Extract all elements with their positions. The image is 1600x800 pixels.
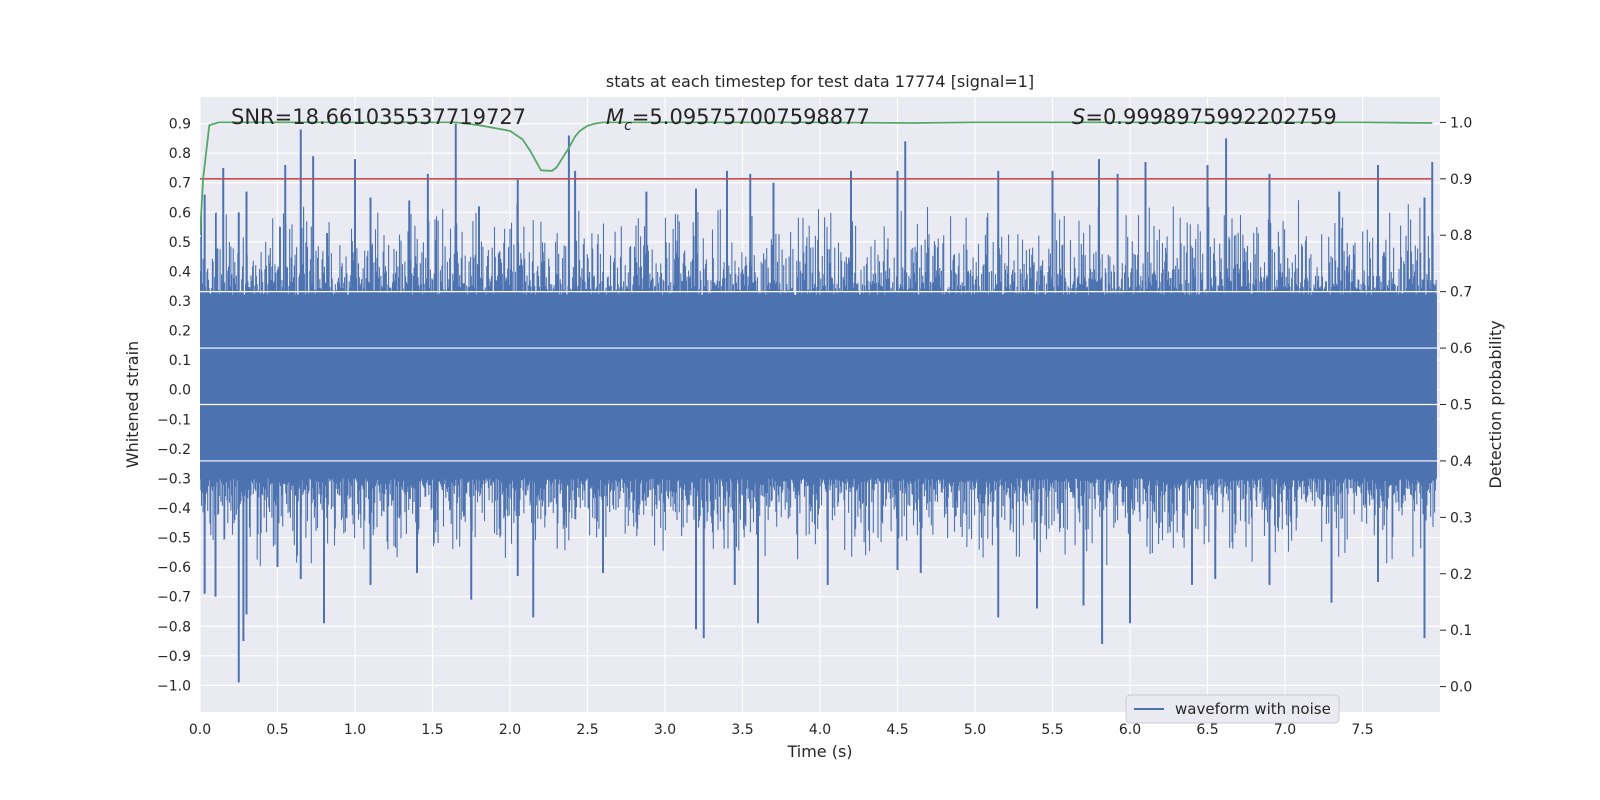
legend-box	[1125, 694, 1340, 724]
x-tick-label: 4.5	[886, 722, 908, 738]
x-tick-label: 4.0	[809, 722, 831, 738]
y-left-tick-label: −0.4	[157, 501, 191, 517]
s-annotation: S=0.9998975992202759	[1072, 105, 1337, 129]
x-tick-label: 0.0	[189, 722, 211, 738]
x-tick-label: 0.5	[266, 722, 288, 738]
y-right-tick-label: 0.8	[1450, 228, 1472, 244]
y-right-axis-label: Detection probability	[1486, 320, 1505, 488]
y-right-axis-ticks: 1.0 0.9 0.8 0.7 0.6 0.5 0.4 0.3 0.2 0.1 0.0	[1440, 115, 1472, 696]
mc-value: =5.095757007598877	[632, 105, 870, 129]
x-tick-label: 6.5	[1196, 722, 1218, 738]
y-right-tick-label: 0.9	[1450, 172, 1472, 188]
series-layer	[200, 121, 1440, 683]
mc-subscript: c	[624, 118, 632, 134]
y-left-tick-label: 0.8	[169, 146, 191, 162]
y-left-tick-label: −0.1	[157, 412, 191, 428]
y-right-tick-label: 0.0	[1450, 680, 1472, 696]
y-left-tick-label: −0.8	[157, 619, 191, 635]
x-axis-label: Time (s)	[786, 742, 852, 761]
y-left-tick-label: 0.1	[169, 353, 191, 369]
x-tick-label: 1.5	[421, 722, 443, 738]
y-left-tick-label: −0.7	[157, 590, 191, 606]
chart-title: stats at each timestep for test data 177…	[606, 72, 1034, 91]
y-left-tick-label: −0.5	[157, 531, 191, 547]
y-right-tick-label: 0.6	[1450, 341, 1472, 357]
s-value: =0.9998975992202759	[1085, 105, 1336, 129]
y-left-tick-label: 0.6	[169, 205, 191, 221]
y-right-tick-label: 0.2	[1450, 567, 1472, 583]
x-tick-label: 7.0	[1274, 722, 1296, 738]
y-left-axis-label: Whitened strain	[123, 341, 142, 468]
x-tick-label: 7.5	[1351, 722, 1373, 738]
s-symbol: S	[1072, 105, 1085, 129]
snr-annotation: SNR=18.661035537719727	[231, 105, 526, 129]
y-left-tick-label: 0.9	[169, 117, 191, 133]
legend: waveform with noise	[1125, 694, 1340, 724]
y-left-tick-label: −0.3	[157, 471, 191, 487]
y-right-tick-label: 1.0	[1450, 115, 1472, 131]
legend-label-waveform: waveform with noise	[1175, 700, 1331, 718]
y-left-tick-label: 0.7	[169, 176, 191, 192]
y-left-tick-label: 0.0	[169, 383, 191, 399]
mc-symbol: M	[606, 105, 624, 129]
detection-probability-line	[200, 121, 1433, 236]
x-tick-label: 3.5	[731, 722, 753, 738]
x-tick-label: 3.0	[654, 722, 676, 738]
y-left-tick-label: −0.9	[157, 649, 191, 665]
x-axis-ticks: 0.0 0.5 1.0 1.5 2.0 2.5 3.0 3.5 4.0 4.5 5.0 5.5 6.0 6…	[189, 722, 1374, 738]
y-left-axis-ticks: 0.9 0.8 0.7 0.6 0.5 0.4 0.3 0.2 0.1 0.0 −0.1 −0.2 −0…	[157, 117, 191, 695]
y-right-tick-label: 0.5	[1450, 398, 1472, 414]
x-tick-label: 5.0	[964, 722, 986, 738]
y-left-tick-label: 0.2	[169, 324, 191, 340]
y-left-tick-label: 0.3	[169, 294, 191, 310]
waveform-with-noise-line	[200, 200, 1437, 567]
y-left-tick-label: −0.2	[157, 442, 191, 458]
y-left-tick-label: −1.0	[157, 678, 191, 694]
x-tick-label: 2.0	[499, 722, 521, 738]
y-right-tick-label: 0.3	[1450, 510, 1472, 526]
y-right-tick-label: 0.4	[1450, 454, 1472, 470]
chirp-mass-annotation: Mc=5.095757007598877	[606, 105, 870, 134]
x-tick-label: 5.5	[1041, 722, 1063, 738]
x-tick-label: 6.0	[1119, 722, 1141, 738]
y-right-tick-label: 0.7	[1450, 285, 1472, 301]
y-left-tick-label: −0.6	[157, 560, 191, 576]
x-tick-label: 1.0	[344, 722, 366, 738]
y-left-tick-label: 0.4	[169, 264, 191, 280]
y-left-tick-label: 0.5	[169, 235, 191, 251]
y-right-tick-label: 0.1	[1450, 623, 1472, 639]
x-tick-label: 2.5	[576, 722, 598, 738]
plot-area	[199, 97, 1440, 712]
